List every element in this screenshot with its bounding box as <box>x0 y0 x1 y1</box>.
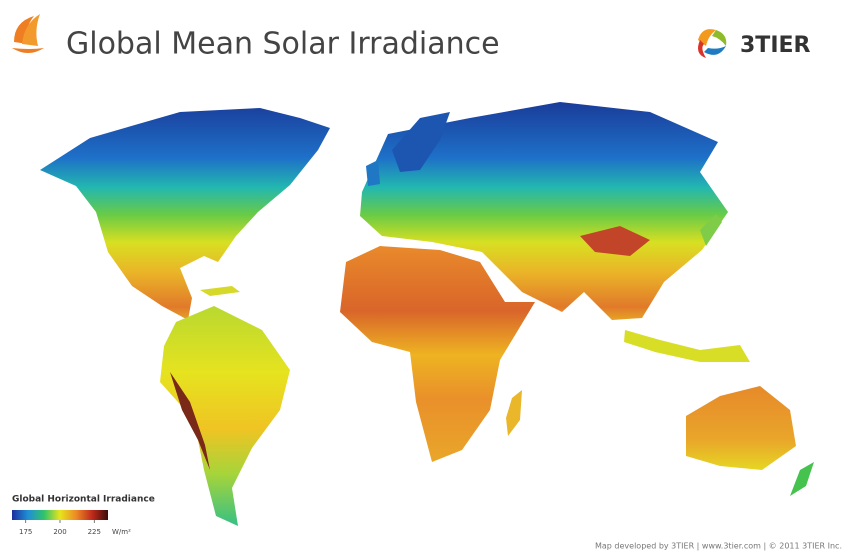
legend-tick-label: 175 <box>19 528 32 536</box>
sun-logo <box>12 14 44 53</box>
south-america <box>160 306 290 526</box>
legend-tick-label: 225 <box>88 528 101 536</box>
scandinavia <box>392 112 450 172</box>
brand-logo <box>698 29 727 58</box>
caribbean <box>200 286 240 296</box>
britain <box>366 160 380 186</box>
title: Global Mean Solar Irradiance <box>66 27 500 62</box>
andes <box>170 372 210 470</box>
japan <box>700 214 722 246</box>
africa <box>340 246 535 462</box>
new-zealand <box>790 462 814 496</box>
tibet <box>580 226 650 256</box>
legend: Global Horizontal Irradiance W/m² 175 200… <box>12 495 155 536</box>
legend-title: Global Horizontal Irradiance <box>12 495 155 505</box>
legend-unit: W/m² <box>112 528 131 536</box>
legend-colorbar <box>12 510 108 520</box>
legend-tick-label: 200 <box>53 528 66 536</box>
footer-credit: Map developed by 3TIER | www.3tier.com |… <box>595 542 842 551</box>
brand-name: 3TIER <box>740 33 811 58</box>
north-america <box>40 108 330 320</box>
world-map <box>40 102 814 526</box>
australia <box>686 386 796 470</box>
madagascar <box>506 390 522 436</box>
eurasia <box>360 102 728 320</box>
indonesia <box>624 330 750 362</box>
